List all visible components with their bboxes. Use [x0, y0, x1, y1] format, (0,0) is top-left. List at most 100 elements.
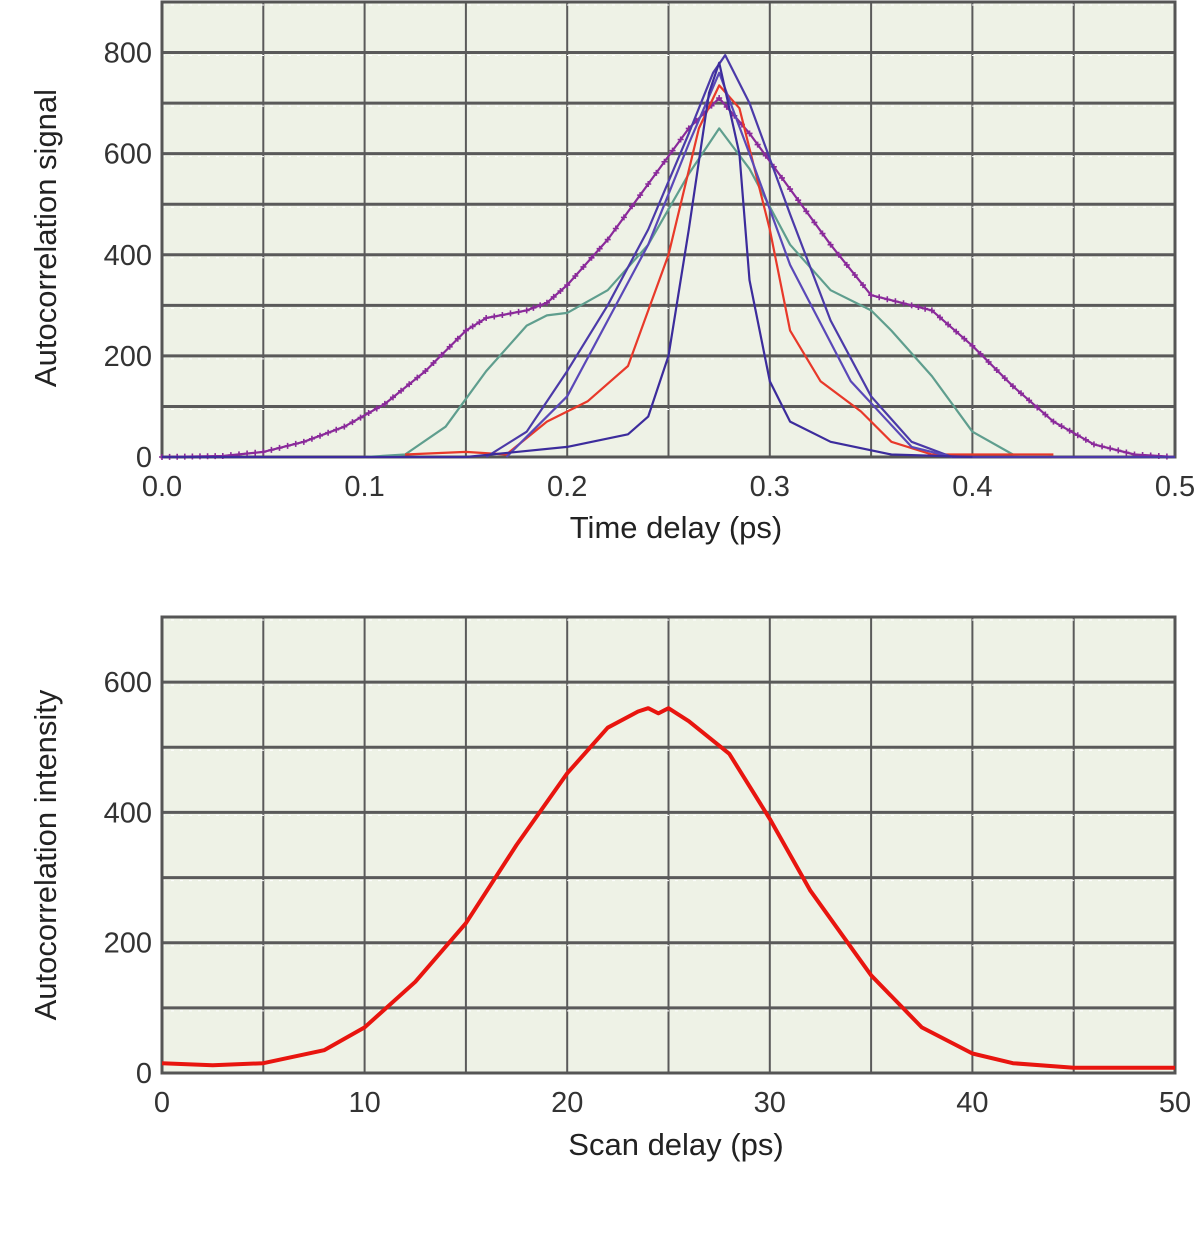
- plus-marker: [292, 440, 299, 447]
- plus-marker: [993, 367, 1000, 374]
- plus-marker: [754, 141, 761, 148]
- plus-marker: [716, 95, 723, 102]
- plus-marker: [572, 273, 579, 280]
- plus-marker: [550, 293, 557, 300]
- plus-marker: [537, 302, 544, 309]
- plus-marker: [1107, 445, 1114, 452]
- plus-marker: [1082, 436, 1089, 443]
- plus-marker: [827, 241, 834, 248]
- plus-marker: [612, 225, 619, 232]
- plus-marker: [811, 219, 818, 226]
- x-tick-label: 0.2: [547, 471, 587, 503]
- plus-marker: [1034, 404, 1041, 411]
- plus-marker: [588, 254, 595, 261]
- x-tick-label: 50: [1159, 1087, 1191, 1119]
- plus-marker: [1123, 449, 1130, 456]
- plus-marker: [746, 130, 753, 137]
- plus-marker: [454, 335, 461, 342]
- x-tick-label: 0.4: [952, 471, 992, 503]
- plus-marker: [483, 314, 490, 321]
- plus-marker: [515, 308, 522, 315]
- plus-marker: [373, 405, 380, 412]
- plus-marker: [945, 321, 952, 328]
- plus-marker: [795, 197, 802, 204]
- plus-marker: [557, 288, 564, 295]
- plus-marker: [868, 292, 875, 299]
- y-tick-label: 400: [104, 240, 152, 272]
- plus-marker: [300, 438, 307, 445]
- plus-marker: [580, 263, 587, 270]
- plus-marker: [645, 181, 652, 187]
- plus-marker: [333, 426, 340, 433]
- plus-marker: [876, 294, 883, 301]
- x-tick-label: 0.5: [1155, 471, 1195, 503]
- plus-marker: [1009, 383, 1016, 390]
- plus-marker: [1066, 427, 1073, 434]
- bottom-x-axis-label: Scan delay (ps): [568, 1127, 783, 1162]
- top-x-axis-label: Time delay (ps): [570, 510, 782, 545]
- series-line-4: [485, 54, 1175, 459]
- plus-marker: [462, 327, 469, 334]
- plus-marker: [629, 203, 636, 210]
- plus-marker: [596, 245, 603, 252]
- series-line-1: [161, 706, 1175, 1070]
- top-y-axis-label: Autocorrelation signal: [28, 89, 63, 387]
- plus-marker: [859, 282, 866, 289]
- plus-marker: [406, 381, 413, 388]
- plus-marker: [1115, 447, 1122, 454]
- x-tick-label: 0.0: [142, 471, 182, 503]
- plus-marker: [414, 374, 421, 381]
- plus-marker: [915, 304, 922, 311]
- plus-marker: [892, 298, 899, 305]
- plus-marker: [961, 335, 968, 342]
- y-tick-label: 200: [104, 341, 152, 373]
- plus-marker: [381, 400, 388, 407]
- plus-marker: [476, 319, 483, 326]
- x-tick-label: 30: [754, 1087, 786, 1119]
- y-tick-label: 600: [104, 139, 152, 171]
- plus-marker: [1018, 390, 1025, 397]
- plus-marker: [653, 169, 660, 176]
- x-tick-label: 40: [956, 1087, 988, 1119]
- plus-marker: [446, 343, 453, 350]
- plus-marker: [928, 307, 935, 314]
- plus-marker: [430, 359, 437, 366]
- plus-marker: [357, 414, 364, 421]
- x-tick-label: 0.3: [750, 471, 790, 503]
- plus-marker: [787, 186, 794, 193]
- y-tick-label: 800: [104, 38, 152, 70]
- plus-marker: [1050, 418, 1057, 425]
- plus-marker: [1074, 432, 1081, 439]
- plus-marker: [843, 261, 850, 268]
- plus-marker: [284, 442, 291, 449]
- plus-marker: [398, 387, 405, 394]
- plus-marker: [260, 448, 267, 455]
- y-tick-label: 200: [104, 928, 152, 960]
- plus-marker: [325, 429, 332, 436]
- plus-marker: [268, 446, 275, 453]
- y-tick-label: 0: [136, 442, 152, 474]
- x-tick-label: 20: [551, 1087, 583, 1119]
- plus-marker: [936, 314, 943, 321]
- plus-marker: [778, 174, 785, 181]
- plus-marker: [438, 351, 445, 358]
- plus-marker: [900, 300, 907, 307]
- plot-frame: [160, 0, 1177, 459]
- series-line-2: [364, 127, 1054, 459]
- plus-marker: [349, 419, 356, 426]
- plus-marker: [252, 449, 259, 456]
- series-line-1: [161, 97, 1176, 459]
- plus-marker: [1026, 397, 1033, 404]
- plus-marker: [469, 323, 476, 330]
- plus-marker: [851, 272, 858, 278]
- plus-marker: [669, 147, 676, 154]
- plus-marker: [244, 450, 251, 457]
- plus-marker: [953, 328, 960, 335]
- x-tick-label: 0: [154, 1087, 170, 1119]
- plus-marker: [661, 158, 668, 165]
- plus-marker: [422, 368, 429, 375]
- plus-marker: [564, 282, 571, 289]
- plus-marker: [523, 307, 530, 314]
- plus-marker: [389, 394, 396, 401]
